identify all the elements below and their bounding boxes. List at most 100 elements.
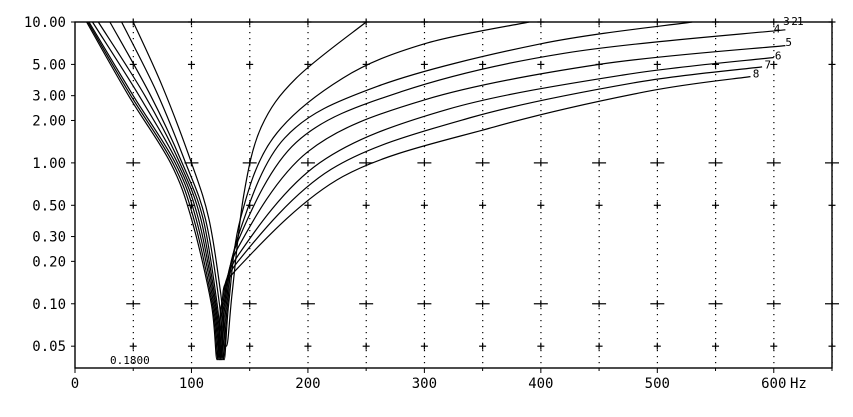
series-label-6: 6 xyxy=(775,49,782,62)
grid-dot xyxy=(773,362,775,364)
grid-dot xyxy=(715,260,717,262)
grid-dot xyxy=(249,158,251,160)
grid-dot xyxy=(190,278,193,280)
grid-dot xyxy=(482,272,484,274)
grid-dot xyxy=(307,326,309,328)
grid-dot xyxy=(249,74,251,76)
grid-dot xyxy=(598,128,600,130)
grid-dot xyxy=(540,200,542,202)
grid-dot xyxy=(249,266,251,268)
grid-dot xyxy=(598,152,600,154)
grid-dot xyxy=(423,314,426,316)
grid-dot xyxy=(773,122,775,124)
grid-dot xyxy=(656,290,659,292)
grid-dot xyxy=(249,140,251,142)
grid-dot xyxy=(365,80,367,82)
grid-dot xyxy=(656,362,659,364)
grid-dot xyxy=(132,128,134,130)
grid-dot xyxy=(482,320,484,322)
grid-dot xyxy=(249,80,251,82)
grid-dot xyxy=(598,200,600,202)
grid-dot xyxy=(540,44,542,46)
grid-dot xyxy=(423,38,426,40)
grid-dot xyxy=(190,92,193,94)
grid-dot xyxy=(482,116,484,118)
grid-dot xyxy=(307,194,309,196)
grid-dot xyxy=(365,290,367,292)
grid-dot xyxy=(249,218,251,220)
grid-dot xyxy=(249,26,251,28)
grid-dot xyxy=(307,242,309,244)
grid-dot xyxy=(540,266,542,268)
grid-dot xyxy=(190,26,193,28)
grid-dot xyxy=(249,284,251,286)
grid-dot xyxy=(132,224,134,226)
series-label-3: 3 xyxy=(783,15,790,28)
grid-dot xyxy=(132,242,134,244)
grid-dot xyxy=(190,332,193,334)
grid-dot xyxy=(423,260,426,262)
grid-dot xyxy=(715,254,717,256)
grid-dot xyxy=(132,212,134,214)
grid-dot xyxy=(482,242,484,244)
grid-dot xyxy=(423,134,426,136)
x-tick-label: 200 xyxy=(295,376,320,392)
grid-dot xyxy=(307,350,309,352)
grid-dot xyxy=(715,38,717,40)
grid-dot xyxy=(598,170,600,172)
grid-dot xyxy=(423,92,426,94)
y-tick-labels: 10.00 5.00 3.00 2.00 1.00 0.50 0.30 0.20 0.10 0.0… xyxy=(24,15,75,355)
grid-dot xyxy=(482,146,484,148)
x-tick-labels: 0 100 200 300 400 500 600 xyxy=(71,368,833,392)
grid-dot xyxy=(715,326,717,328)
grid-dot xyxy=(540,248,542,250)
grid-dot xyxy=(715,314,717,316)
grid-dot xyxy=(656,146,659,148)
grid-dot xyxy=(482,188,484,190)
grid-dot xyxy=(307,278,309,280)
grid-dot xyxy=(656,230,659,232)
grid-dot xyxy=(365,50,367,52)
grid-dot xyxy=(656,170,659,172)
grid-dot xyxy=(598,296,600,298)
grid-dot xyxy=(365,56,367,58)
grid-dot xyxy=(365,362,367,364)
x-tick-label: 500 xyxy=(645,376,670,392)
grid-dot xyxy=(307,224,309,226)
grid-dot xyxy=(540,194,542,196)
grid-dot xyxy=(598,176,600,178)
grid-dot xyxy=(423,68,426,70)
grid-dot xyxy=(598,338,600,340)
grid-dot xyxy=(598,32,600,34)
grid-dot xyxy=(132,266,134,268)
grid-dot xyxy=(423,44,426,46)
grid-dot xyxy=(598,242,600,244)
grid-dot xyxy=(482,170,484,172)
grid-dot xyxy=(190,254,193,256)
grid-dot xyxy=(423,362,426,364)
grid-dot xyxy=(715,356,717,358)
grid-dot xyxy=(540,38,542,40)
grid-dot xyxy=(598,110,600,112)
grid-dot xyxy=(365,200,367,202)
grid-dot xyxy=(598,26,600,28)
grid-dot xyxy=(656,56,659,58)
grid-dot xyxy=(365,350,367,352)
grid-dot xyxy=(132,194,134,196)
grid-dot xyxy=(365,254,367,256)
grid-dot xyxy=(423,56,426,58)
grid-dot xyxy=(598,254,600,256)
grid-dot xyxy=(598,122,600,124)
grid-dot xyxy=(656,32,659,34)
grid-dot xyxy=(365,68,367,70)
grid-dot xyxy=(540,188,542,190)
grid-dot xyxy=(423,182,426,184)
grid xyxy=(126,18,839,364)
grid-dot xyxy=(540,230,542,232)
grid-dot xyxy=(598,182,600,184)
grid-dot xyxy=(423,104,426,106)
grid-dot xyxy=(656,104,659,106)
grid-dot xyxy=(482,278,484,280)
grid-dot xyxy=(482,308,484,310)
grid-dot xyxy=(540,224,542,226)
